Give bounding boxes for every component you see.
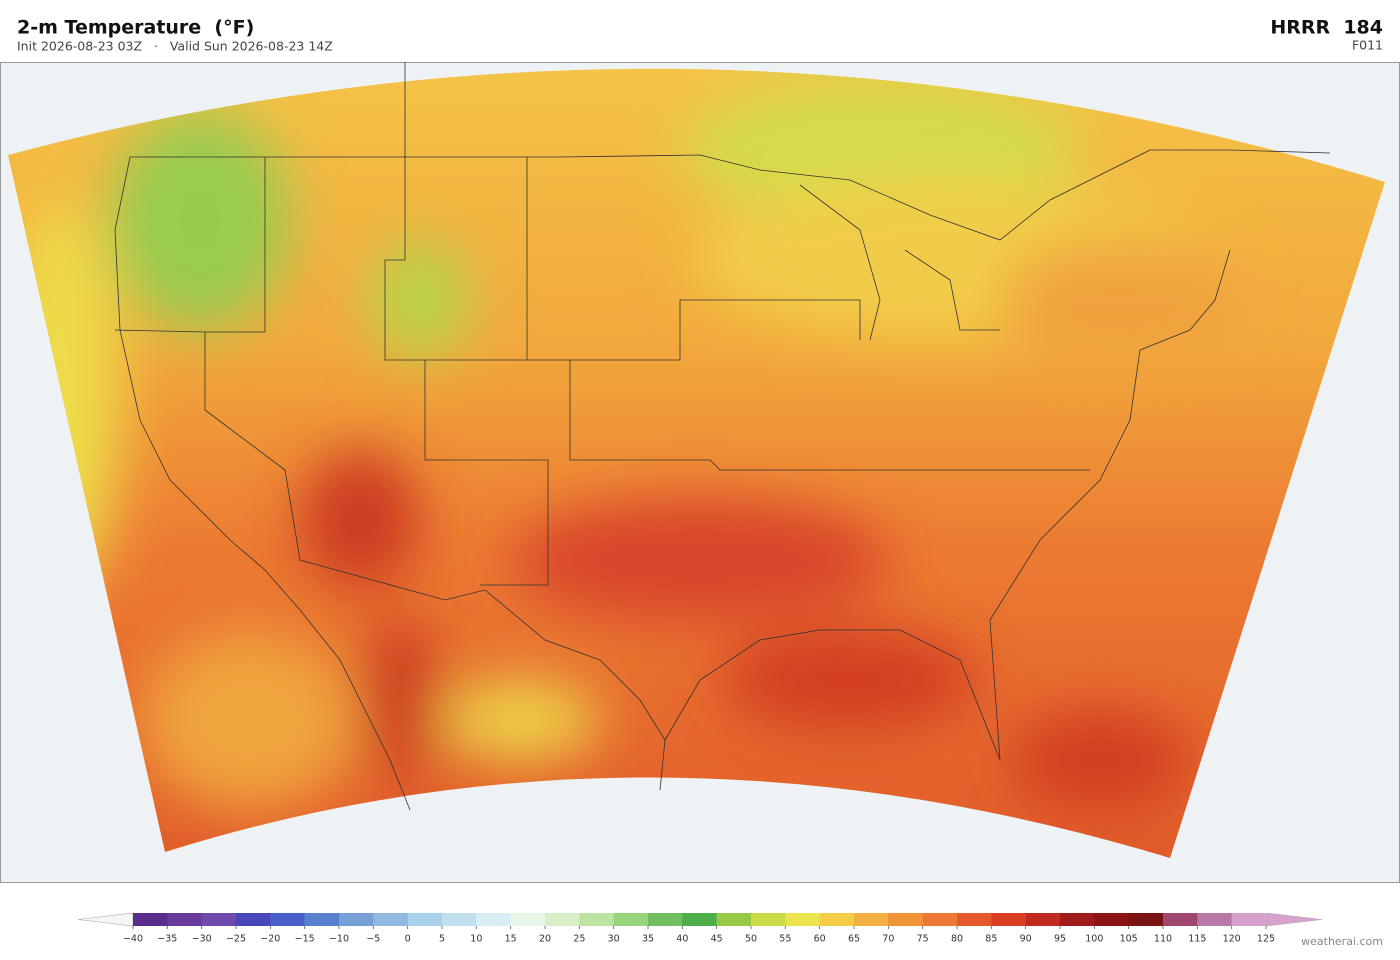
tick-label: 120 bbox=[1223, 934, 1241, 945]
colorbar: −40 −35 −30 −25 −20 −15 −10 −5 0 5 10 15 20 25 30 35 40 4… bbox=[77, 912, 1323, 945]
color-segment bbox=[613, 913, 649, 926]
tick-label: −20 bbox=[260, 934, 280, 945]
model: HRRR 184 bbox=[1270, 17, 1383, 39]
color-segment bbox=[991, 913, 1026, 926]
watermark: weatherai.com bbox=[1301, 935, 1383, 948]
tick-label: 115 bbox=[1188, 934, 1206, 945]
tick-label: −10 bbox=[329, 934, 349, 945]
color-segment bbox=[819, 913, 855, 926]
color-segment bbox=[442, 913, 477, 926]
color-segment bbox=[854, 913, 889, 926]
tick-label: −35 bbox=[157, 934, 177, 945]
color-segment bbox=[1231, 913, 1267, 926]
color-segment bbox=[167, 913, 202, 926]
color-segment bbox=[510, 913, 546, 926]
tick-label: 45 bbox=[711, 934, 723, 945]
color-segment bbox=[133, 913, 168, 926]
tick-label: 65 bbox=[848, 934, 860, 945]
tick-label: −25 bbox=[226, 934, 246, 945]
tick-label: 55 bbox=[779, 934, 791, 945]
tick-label: 110 bbox=[1154, 934, 1172, 945]
color-segment bbox=[1197, 913, 1232, 926]
color-segment bbox=[1025, 913, 1061, 926]
color-segment bbox=[339, 913, 374, 926]
tick-label: 100 bbox=[1085, 934, 1103, 945]
tick-label: −30 bbox=[192, 934, 212, 945]
title: 2-m Temperature (°F) bbox=[17, 17, 254, 39]
color-segment bbox=[579, 913, 614, 926]
tick-label: 95 bbox=[1054, 934, 1066, 945]
color-segment bbox=[785, 913, 820, 926]
color-segment bbox=[888, 913, 923, 926]
color-segment bbox=[1163, 913, 1198, 926]
map bbox=[0, 62, 1400, 883]
color-segment bbox=[304, 913, 340, 926]
tick-label: 60 bbox=[814, 934, 826, 945]
tick-label: 30 bbox=[608, 934, 620, 945]
tick-label: 25 bbox=[573, 934, 585, 945]
color-segment bbox=[751, 913, 786, 926]
tick-label: 70 bbox=[882, 934, 894, 945]
color-segment bbox=[648, 913, 683, 926]
tick-label: 35 bbox=[642, 934, 654, 945]
color-segment bbox=[373, 913, 408, 926]
temperature-field bbox=[8, 68, 1385, 858]
color-segment bbox=[476, 913, 511, 926]
color-segment bbox=[716, 913, 752, 926]
tick-label: 85 bbox=[985, 934, 997, 945]
color-segment bbox=[545, 913, 580, 926]
color-segment bbox=[957, 913, 992, 926]
forecast-hour: F011 bbox=[1352, 38, 1383, 53]
color-segment bbox=[1060, 913, 1095, 926]
tick-label: 50 bbox=[745, 934, 757, 945]
tick-label: 75 bbox=[917, 934, 929, 945]
color-segment bbox=[1128, 913, 1164, 926]
tick-label: 20 bbox=[539, 934, 551, 945]
tick-label: −15 bbox=[295, 934, 315, 945]
color-segment bbox=[201, 913, 237, 926]
tick-label: 125 bbox=[1257, 934, 1275, 945]
tick-label: 90 bbox=[1020, 934, 1032, 945]
color-segment bbox=[236, 913, 271, 926]
tick-label: 40 bbox=[676, 934, 688, 945]
color-segment bbox=[922, 913, 958, 926]
tick-label: 15 bbox=[505, 934, 517, 945]
color-segment bbox=[682, 913, 717, 926]
tick-label: 105 bbox=[1120, 934, 1138, 945]
tick-label: −40 bbox=[123, 934, 143, 945]
subtitle: Init 2026-08-23 03Z · Valid Sun 2026-08-… bbox=[17, 39, 333, 54]
color-segment bbox=[1094, 913, 1129, 926]
tick-label: 80 bbox=[951, 934, 963, 945]
under-extend bbox=[77, 912, 134, 927]
color-segment bbox=[407, 913, 443, 926]
color-segment bbox=[270, 913, 305, 926]
over-extend bbox=[1265, 912, 1323, 927]
tick-label: 5 bbox=[439, 934, 445, 945]
tick-label: 10 bbox=[470, 934, 482, 945]
tick-label: 0 bbox=[405, 934, 411, 945]
borders bbox=[114, 62, 1331, 811]
tick-label: −5 bbox=[366, 934, 380, 945]
